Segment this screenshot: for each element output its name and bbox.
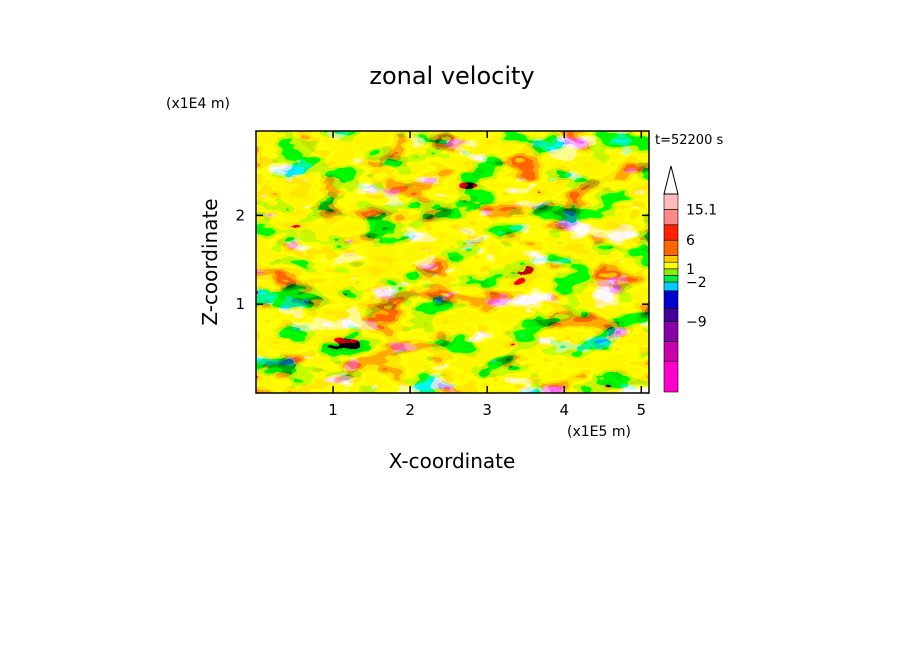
x-tick-label: 2 (405, 401, 415, 419)
colorbar-band (663, 224, 679, 241)
x-scale-label: (x1E5 m) (567, 424, 631, 440)
colorbar-extend-arrow (663, 165, 679, 195)
colorbar-band (663, 290, 679, 309)
colorbar-band (663, 209, 679, 226)
colorbar-band (663, 239, 679, 256)
colorbar-tick-label: 15.1 (686, 202, 717, 218)
colorbar-band (663, 268, 679, 276)
colorbar-tick-label: 1 (686, 262, 695, 278)
plot-frame (255, 130, 650, 394)
x-tick-label: 3 (482, 401, 492, 419)
y-axis-ticks: 12 (235, 206, 649, 313)
colorbar-band (663, 341, 679, 362)
colorbar-band (663, 321, 679, 342)
colorbar-band (663, 261, 679, 270)
colorbar-band (663, 275, 679, 283)
x-axis-label: X-coordinate (389, 449, 516, 473)
y-tick-label: 1 (235, 295, 245, 313)
colorbar: 15.1 6 1−2 −9 (663, 165, 717, 393)
colorbar-band (663, 193, 679, 210)
x-axis-ticks: 1 2 3 4 5 (328, 131, 646, 419)
colorbar-band (663, 255, 679, 263)
y-scale-label: (x1E4 m) (166, 96, 230, 112)
x-tick-label: 1 (328, 401, 338, 419)
x-tick-label: 5 (637, 401, 647, 419)
colorbar-tick-label: −9 (686, 315, 707, 331)
colorbar-band (663, 308, 679, 322)
x-tick-label: 4 (559, 401, 569, 419)
time-label: t=52200 s (655, 133, 723, 148)
y-axis-label: Z-coordinate (198, 198, 222, 325)
colorbar-band (663, 360, 679, 393)
y-tick-label: 2 (235, 206, 245, 224)
colorbar-tick-label: −2 (686, 275, 707, 291)
colorbar-tick-label: 6 (686, 233, 695, 249)
colorbar-band (663, 281, 679, 292)
chart-title: zonal velocity (369, 62, 534, 90)
heatmap-field (256, 131, 649, 393)
